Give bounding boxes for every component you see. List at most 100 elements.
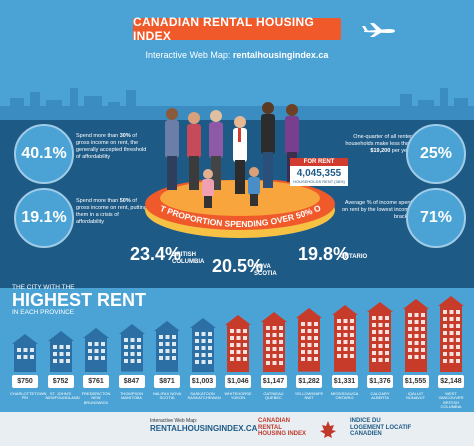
title-line: IN EACH PROVINCE	[12, 309, 75, 317]
province-name-on: ONTARIO	[340, 254, 367, 261]
note-text: Average % of income spent on rent by the…	[341, 200, 412, 220]
house-icon	[367, 302, 393, 372]
city-name: CHARLOTTETOWN PEI	[10, 391, 47, 401]
note-bold: 30%	[119, 133, 131, 139]
note-text: of gross income on rent, the generally a…	[76, 133, 147, 160]
province-line: SCOTIA	[254, 270, 277, 277]
province-line: NOVA	[254, 264, 271, 270]
stat-note-40: Spend more than 30% of gross income on r…	[76, 133, 148, 161]
rent-value: $750	[12, 375, 38, 388]
city-name: IQALUIT NUNAVUT	[405, 391, 426, 401]
note-text: per year	[390, 147, 412, 154]
person-icon	[233, 116, 247, 194]
rent-value: $1,555	[402, 375, 429, 388]
note-text: Spend more than	[76, 198, 120, 204]
footer-link-block: Interactive Web Map: RENTALHOUSINGINDEX.…	[150, 418, 257, 433]
rent-value: $847	[118, 375, 145, 388]
stat-note-25: One-quarter of all renter households mak…	[340, 134, 412, 155]
stat-note-71: Average % of income spent on rent by the…	[340, 200, 412, 221]
note-bold: 50%	[119, 198, 131, 204]
sign-body: 4,045,355 HOUSEHOLDS RENT (38%)	[290, 166, 348, 186]
logo-french: INDICE DU LOGEMENT LOCATIF CANADIEN	[350, 418, 411, 438]
logo-line: HOUSING INDEX	[258, 431, 307, 438]
sign-head: FOR RENT	[290, 158, 348, 166]
city-name: MISSISSAUGA ONTARIO	[330, 391, 359, 401]
province-pct-ns: 20.5%	[212, 256, 264, 276]
footer-small: Interactive Web Map:	[150, 418, 198, 424]
rent-value: $1,147	[260, 375, 287, 388]
house-icon	[296, 308, 322, 372]
for-rent-sign: FOR RENT 4,045,355 HOUSEHOLDS RENT (38%)	[290, 158, 348, 186]
households-label: HOUSEHOLDS RENT (38%)	[293, 179, 345, 184]
note-text: of gross income on rent, putting them in…	[76, 198, 147, 225]
house-icon	[331, 305, 358, 372]
footer	[0, 412, 474, 446]
title-banner: CANADIAN RENTAL HOUSING INDEX	[133, 15, 341, 43]
house-icon	[260, 311, 287, 372]
house-icon	[154, 321, 180, 372]
stat-value: 19.1%	[21, 209, 67, 226]
stat-circle-71: 71%	[406, 188, 466, 248]
city-name: HALIFAX NOVA SCOTIA	[152, 391, 182, 401]
title-big: HIGHEST RENT	[12, 290, 147, 311]
house-icon	[83, 327, 109, 372]
province-line: COLUMBIA	[172, 258, 205, 265]
city-name: YELLOWKNIFE NWT	[294, 391, 324, 401]
arc-label: HIGHEST PROPORTION SPENDING OVER 50% ON …	[140, 196, 323, 229]
rent-value: $752	[47, 375, 74, 388]
province-line: BRITISH	[172, 252, 196, 258]
house-icon	[402, 298, 429, 372]
logo-line: CANADIEN	[350, 431, 382, 438]
city-name: GATINEAU QUEBEC	[263, 391, 284, 401]
house-icon	[118, 324, 145, 372]
logo-line: INDICE DU	[350, 418, 381, 424]
rent-value: $1,282	[296, 375, 322, 388]
stat-value: 71%	[419, 209, 453, 226]
maple-leaf-icon	[320, 421, 336, 438]
stat-circle-40: 40.1%	[14, 124, 74, 184]
city-name: THOMPSON MANITOBA	[119, 391, 144, 401]
subtitle: Interactive Web Map: rentalhousingindex.…	[0, 50, 474, 60]
rent-value: $871	[154, 375, 180, 388]
rent-value: $1,376	[367, 375, 393, 388]
city-name: WHITEHORSE YUKON	[224, 391, 252, 401]
person-icon	[165, 108, 179, 190]
city-name: ST. JOHN'S NEWFOUNDLAND	[45, 391, 80, 401]
highest-proportion-arc	[145, 180, 335, 238]
rent-value: $2,148	[438, 375, 464, 388]
province-pct-on: 19.8%	[298, 244, 350, 264]
subtitle-link[interactable]: rentalhousingindex.ca	[232, 50, 329, 60]
note-text: One-quarter of all renter households mak…	[345, 134, 412, 147]
logo-line: CANADIAN	[258, 418, 290, 424]
province-name-ns: NOVA SCOTIA	[254, 264, 277, 277]
province-line: ONTARIO	[340, 254, 368, 260]
rent-value: $1,331	[331, 375, 358, 388]
stat-circle-25: 25%	[406, 124, 466, 184]
city-name: CALGARY ALBERTA	[370, 391, 390, 401]
page-title: CANADIAN RENTAL HOUSING INDEX	[133, 15, 315, 43]
households-count: 4,045,355	[296, 168, 342, 179]
city-name: WEST VANCOUVER BRITISH COLUMBIA	[438, 391, 464, 410]
renters-group-illustration	[165, 102, 299, 208]
logo-english: CANADIAN RENTAL HOUSING INDEX	[258, 418, 306, 438]
person-icon	[261, 102, 275, 188]
logo-line: LOGEMENT LOCATIF	[350, 424, 412, 431]
rent-value: $1,046	[225, 375, 251, 388]
house-icon	[225, 314, 251, 372]
stat-value: 40.1%	[21, 145, 67, 162]
stat-value: 25%	[419, 145, 453, 162]
province-name-bc: BRITISH COLUMBIA	[172, 252, 204, 265]
city-name: SASKATOON SASKATCHEWAN	[187, 391, 221, 401]
airplane-icon	[362, 23, 395, 37]
person-icon	[209, 110, 223, 190]
logo-line: RENTAL	[258, 424, 282, 431]
highest-rent-title: THE CITY WITH THE HIGHEST RENT IN EACH P…	[12, 284, 146, 316]
house-icon	[12, 334, 38, 372]
rent-value: $761	[83, 375, 109, 388]
subtitle-prefix: Interactive Web Map:	[145, 50, 233, 60]
footer-link[interactable]: RENTALHOUSINGINDEX.CA	[150, 424, 258, 433]
note-bold: $19,200	[370, 147, 391, 154]
city-name: FREDERICTON NEW BRUNSWICK	[81, 391, 111, 405]
note-text: Spend more than	[76, 133, 120, 139]
